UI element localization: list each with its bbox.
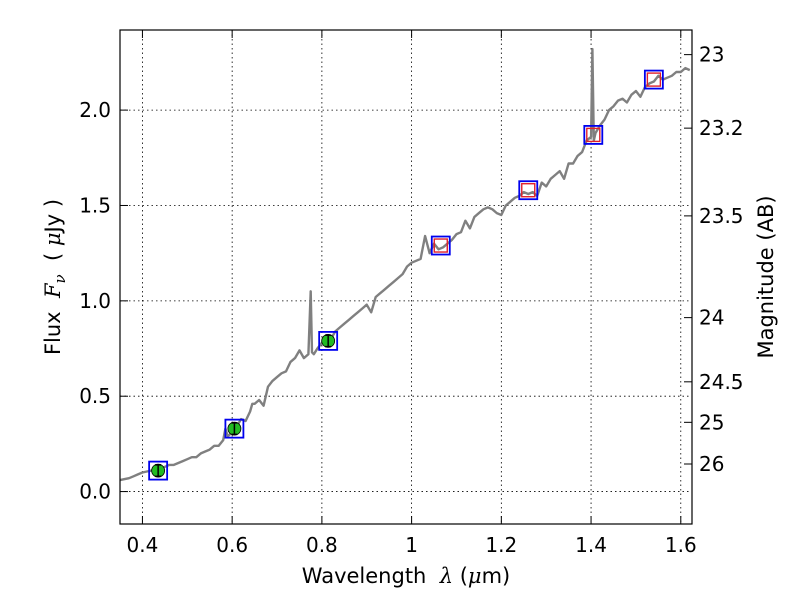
x-tick-label: 1 — [405, 533, 418, 557]
y-tick-label: 1.0 — [79, 289, 111, 313]
y-tick-label: 0.5 — [79, 384, 111, 408]
y2-tick-label: 23.5 — [699, 204, 744, 228]
y-axis-label: Flux Fν ( μJy ) — [41, 199, 69, 355]
y-tick-label: 0.0 — [79, 480, 111, 504]
plot-frame — [119, 29, 693, 525]
x-tick-label: 0.6 — [216, 533, 248, 557]
photometry-point — [224, 418, 245, 439]
model-marker — [433, 238, 448, 253]
y2-tick-label: 26 — [699, 452, 724, 476]
photometry-point — [583, 125, 604, 145]
band-box — [583, 125, 604, 145]
y2-tick-label: 23.2 — [699, 116, 744, 140]
photometry-point — [148, 460, 169, 481]
x-tick-label: 1.6 — [665, 533, 697, 557]
photometry-points — [148, 69, 664, 481]
y2-tick-label: 23 — [699, 43, 724, 67]
band-box — [430, 235, 451, 256]
model-marker — [586, 127, 601, 143]
band-box — [148, 460, 169, 481]
grid-lines — [120, 30, 692, 524]
band-box — [643, 69, 664, 90]
tick-labels: 0.4 0.6 0.8 1 1.2 1.4 1.6 0.0 0.5 1.0 1.5 2.0 23 23.2… — [79, 43, 743, 557]
y2-tick-label: 25 — [699, 410, 724, 434]
model-marker — [521, 183, 536, 198]
y-tick-label: 2.0 — [79, 98, 111, 122]
photometry-point — [318, 330, 339, 351]
x-tick-label: 1.4 — [575, 533, 607, 557]
band-box — [224, 418, 245, 439]
band-box — [318, 330, 339, 351]
x-axis-label: Wavelength λ (μm) — [302, 564, 510, 588]
y2-tick-label: 24.5 — [699, 370, 744, 394]
photometry-point — [518, 180, 539, 201]
x-tick-label: 0.8 — [306, 533, 338, 557]
photometry-point — [430, 235, 451, 256]
x-tick-label: 0.4 — [127, 533, 159, 557]
band-box — [518, 180, 539, 201]
y2-axis-label: Magnitude (AB) — [754, 195, 778, 358]
y2-tick-label: 24 — [699, 306, 724, 330]
photometry-point — [643, 69, 664, 90]
model-marker — [646, 72, 662, 87]
axis-ticks — [120, 30, 692, 524]
x-tick-label: 1.2 — [485, 533, 517, 557]
y-tick-label: 1.5 — [79, 193, 111, 217]
